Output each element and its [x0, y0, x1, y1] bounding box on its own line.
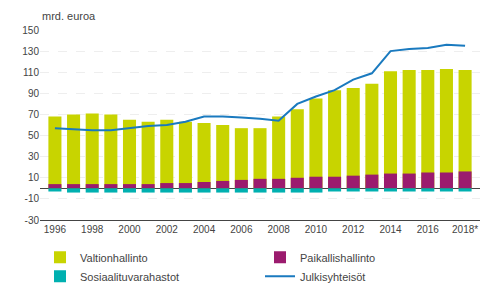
svg-text:130: 130: [22, 46, 39, 57]
svg-text:Valtionhallinto: Valtionhallinto: [80, 252, 148, 264]
svg-text:2006: 2006: [230, 224, 253, 235]
svg-text:2000: 2000: [118, 224, 141, 235]
svg-text:2002: 2002: [156, 224, 179, 235]
svg-text:2004: 2004: [193, 224, 216, 235]
svg-text:1996: 1996: [44, 224, 67, 235]
svg-text:110: 110: [23, 67, 39, 78]
svg-text:2016: 2016: [417, 224, 440, 235]
svg-text:Sosiaalituvarahastot: Sosiaalituvarahastot: [80, 271, 179, 283]
svg-text:10: 10: [28, 172, 40, 183]
svg-text:70: 70: [28, 109, 40, 120]
svg-text:-30: -30: [25, 215, 40, 226]
svg-text:mrd. euroa: mrd. euroa: [42, 10, 96, 22]
svg-text:Paikallishallinto: Paikallishallinto: [300, 252, 375, 264]
svg-text:2014: 2014: [379, 224, 402, 235]
svg-text:2018*: 2018*: [452, 224, 478, 235]
svg-text:1998: 1998: [81, 224, 104, 235]
svg-text:2008: 2008: [268, 224, 291, 235]
svg-text:2010: 2010: [305, 224, 328, 235]
svg-text:90: 90: [28, 88, 40, 99]
svg-text:150: 150: [22, 25, 39, 36]
svg-text:30: 30: [28, 151, 40, 162]
svg-text:2012: 2012: [342, 224, 365, 235]
svg-text:Julkisyhteisöt: Julkisyhteisöt: [300, 271, 365, 283]
svg-text:-10: -10: [25, 193, 40, 204]
svg-text:50: 50: [28, 130, 40, 141]
